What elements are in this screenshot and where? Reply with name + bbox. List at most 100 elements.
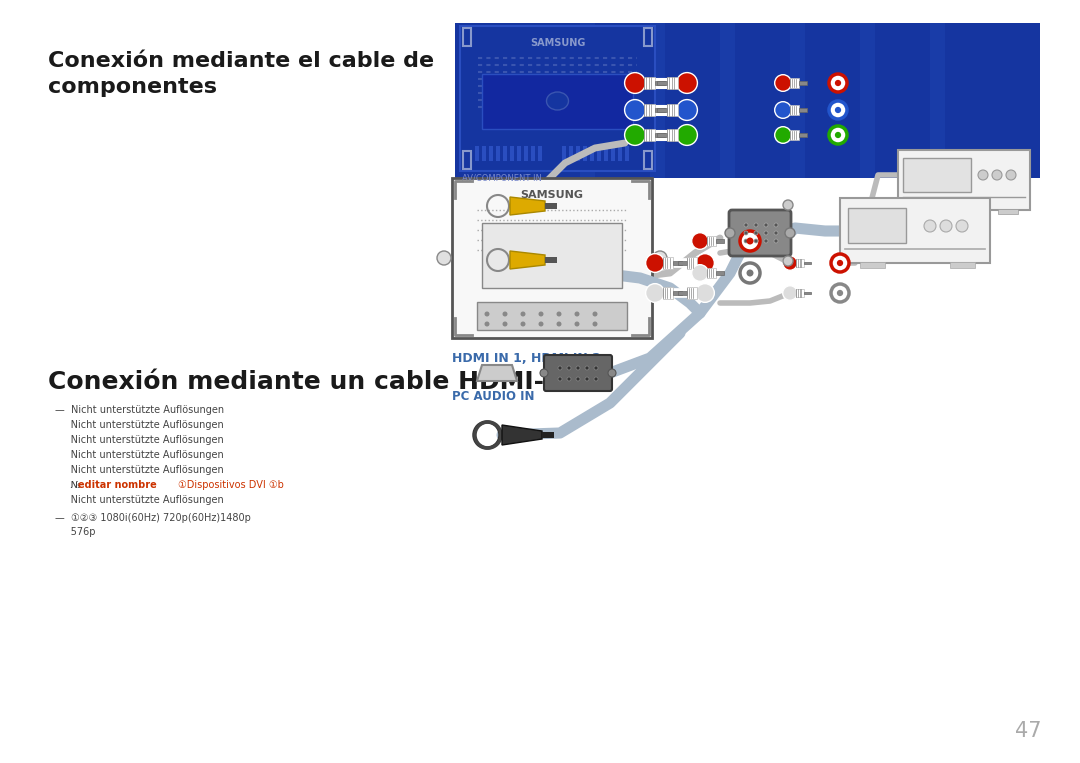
Circle shape: [521, 311, 526, 317]
Circle shape: [575, 321, 580, 327]
Circle shape: [576, 377, 580, 381]
Circle shape: [774, 231, 778, 235]
Bar: [667, 104, 678, 117]
Circle shape: [978, 170, 988, 180]
Bar: [542, 432, 554, 438]
Bar: [650, 23, 665, 178]
Circle shape: [646, 253, 664, 272]
Bar: [460, 26, 654, 171]
Circle shape: [437, 251, 451, 265]
Circle shape: [696, 253, 714, 272]
Circle shape: [744, 231, 748, 235]
Bar: [618, 146, 622, 161]
Circle shape: [593, 321, 597, 327]
Text: 47: 47: [1015, 721, 1042, 741]
FancyBboxPatch shape: [729, 210, 791, 256]
Text: AV/COMPONENT IN: AV/COMPONENT IN: [462, 173, 542, 182]
Bar: [796, 259, 804, 268]
Bar: [707, 236, 716, 246]
Bar: [611, 146, 615, 161]
Bar: [644, 151, 652, 169]
Bar: [657, 133, 667, 137]
Bar: [673, 261, 681, 265]
Text: editar nombre: editar nombre: [78, 480, 160, 490]
Circle shape: [764, 239, 768, 243]
Circle shape: [624, 124, 646, 146]
Bar: [687, 287, 697, 299]
Bar: [678, 291, 687, 295]
Circle shape: [653, 251, 667, 265]
Ellipse shape: [546, 92, 568, 110]
Text: Conexión mediante un cable HDMI-DVI: Conexión mediante un cable HDMI-DVI: [48, 370, 593, 394]
Circle shape: [624, 72, 646, 93]
Text: ①Dispositivos DVI ①b: ①Dispositivos DVI ①b: [178, 480, 284, 490]
Bar: [860, 262, 885, 268]
Circle shape: [764, 223, 768, 227]
Bar: [667, 129, 678, 141]
Bar: [654, 133, 665, 137]
Bar: [489, 146, 492, 161]
Circle shape: [956, 220, 968, 232]
Circle shape: [521, 321, 526, 327]
Bar: [654, 81, 665, 85]
Circle shape: [924, 220, 936, 232]
Text: HDMI IN 1, HDMI IN 2: HDMI IN 1, HDMI IN 2: [453, 352, 600, 365]
Bar: [503, 146, 507, 161]
Circle shape: [567, 377, 571, 381]
Text: Nicht unterstützte Auflösungen: Nicht unterstützte Auflösungen: [55, 435, 224, 445]
Circle shape: [594, 377, 598, 381]
Bar: [482, 74, 633, 129]
Bar: [804, 291, 811, 295]
Circle shape: [754, 231, 758, 235]
Circle shape: [764, 231, 768, 235]
Bar: [657, 81, 667, 85]
Circle shape: [744, 223, 748, 227]
Circle shape: [594, 366, 598, 370]
Circle shape: [829, 126, 847, 144]
Bar: [604, 146, 608, 161]
Bar: [799, 108, 807, 111]
Circle shape: [831, 284, 849, 302]
Circle shape: [1005, 170, 1016, 180]
Circle shape: [539, 321, 543, 327]
Circle shape: [783, 200, 793, 210]
Circle shape: [783, 256, 793, 266]
Circle shape: [746, 269, 754, 276]
Circle shape: [691, 233, 708, 250]
Bar: [657, 108, 667, 112]
Circle shape: [540, 369, 548, 377]
Text: —  ①②③ 1080i(60Hz) 720p(60Hz)1480p: — ①②③ 1080i(60Hz) 720p(60Hz)1480p: [55, 513, 251, 523]
Text: Nicht unterstützte Auflösungen: Nicht unterstützte Auflösungen: [55, 420, 224, 430]
Circle shape: [558, 366, 562, 370]
Circle shape: [485, 311, 489, 317]
Bar: [720, 23, 735, 178]
Text: PC AUDIO IN: PC AUDIO IN: [455, 236, 519, 246]
Bar: [716, 240, 724, 243]
Bar: [524, 146, 528, 161]
Circle shape: [783, 256, 797, 270]
Circle shape: [740, 263, 760, 283]
Circle shape: [575, 311, 580, 317]
Bar: [590, 146, 594, 161]
Circle shape: [774, 127, 792, 143]
FancyBboxPatch shape: [897, 150, 1030, 210]
Circle shape: [646, 284, 664, 302]
Bar: [597, 146, 600, 161]
Circle shape: [608, 369, 616, 377]
Bar: [791, 78, 799, 88]
Text: Nicht unterstützte Auflösungen: Nicht unterstützte Auflösungen: [55, 465, 224, 475]
Circle shape: [835, 132, 841, 138]
Bar: [545, 257, 557, 263]
Circle shape: [774, 239, 778, 243]
Bar: [453, 178, 652, 338]
FancyBboxPatch shape: [840, 198, 990, 263]
Bar: [562, 146, 566, 161]
Text: SAMSUNG: SAMSUNG: [530, 38, 585, 48]
Circle shape: [785, 228, 795, 238]
Bar: [510, 146, 514, 161]
Polygon shape: [510, 251, 545, 269]
Circle shape: [940, 220, 951, 232]
Circle shape: [556, 311, 562, 317]
Bar: [463, 28, 471, 46]
Bar: [918, 209, 939, 214]
